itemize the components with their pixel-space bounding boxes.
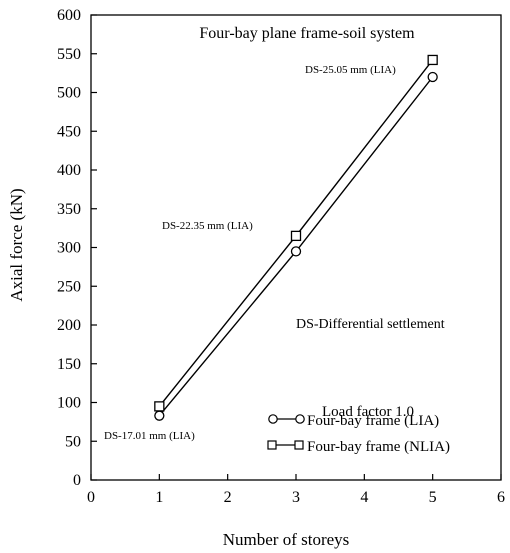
y-tick-label: 500 — [57, 85, 81, 102]
legend-label-nlia: Four-bay frame (NLIA) — [307, 439, 450, 455]
data-point-lia — [290, 246, 302, 257]
y-tick-label: 400 — [57, 162, 81, 179]
y-tick-label: 200 — [57, 317, 81, 334]
legend-marker-square-a — [267, 440, 277, 450]
legend-marker-square-b — [294, 440, 304, 450]
y-tick-label: 300 — [57, 240, 81, 257]
x-tick-label: 3 — [292, 489, 300, 506]
data-point-lia — [427, 71, 438, 83]
x-axis-title: Number of storeys — [223, 530, 350, 549]
x-tick-label: 5 — [429, 489, 437, 506]
series-group — [154, 54, 438, 421]
annotation-ds-22: DS-22.35 mm (LIA) — [162, 220, 253, 232]
axes: 0 1 2 3 4 5 6 0 50 100 150 200 250 300 350 400 450 500 550… — [57, 7, 505, 506]
y-tick-label: 50 — [65, 433, 81, 450]
legend: Load factor 1.0 Four-bay frame (LIA) Fou… — [267, 404, 450, 455]
legend-item-lia: Four-bay frame (LIA) — [268, 413, 439, 429]
x-tick-label: 0 — [87, 489, 95, 506]
y-tick-label: 0 — [73, 472, 81, 489]
annotation-ds-25: DS-25.05 mm (LIA) — [305, 64, 396, 76]
legend-title: Load factor 1.0 — [322, 404, 414, 420]
y-tick-label: 100 — [57, 395, 81, 412]
x-tick-label: 4 — [360, 489, 368, 506]
y-tick-label: 350 — [57, 201, 81, 218]
y-tick-label: 550 — [57, 46, 81, 63]
y-tick-label: 450 — [57, 123, 81, 140]
data-point-nlia — [154, 401, 165, 412]
legend-marker-circle-a — [268, 414, 278, 424]
x-tick-label: 2 — [224, 489, 232, 506]
legend-item-nlia: Four-bay frame (NLIA) — [267, 439, 450, 455]
annotation-ds-17: DS-17.01 mm (LIA) — [104, 430, 195, 442]
data-point-nlia — [427, 54, 438, 66]
y-tick-label: 150 — [57, 356, 81, 373]
y-tick-label: 600 — [57, 7, 81, 24]
legend-marker-circle-b — [295, 414, 305, 424]
y-axis-title: Axial force (kN) — [7, 188, 26, 301]
x-tick-label: 1 — [155, 489, 163, 506]
data-point-lia — [154, 410, 165, 421]
legend-label-lia: Four-bay frame (LIA) — [307, 413, 439, 429]
annotation-ds-definition: DS-Differential settlement — [296, 317, 445, 332]
chart-title: Four-bay plane frame-soil system — [199, 25, 415, 42]
x-tick-label: 6 — [497, 489, 505, 506]
y-tick-label: 250 — [57, 278, 81, 295]
data-point-nlia — [290, 230, 302, 242]
